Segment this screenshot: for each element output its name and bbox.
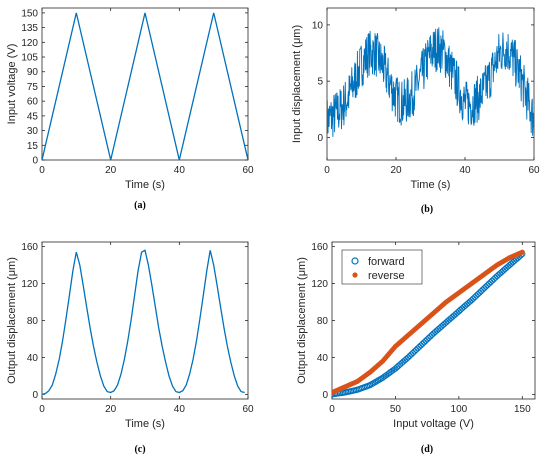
x-axis-label: Input voltage (V) <box>393 418 474 430</box>
series-line <box>42 12 248 160</box>
y-tick-label: 0 <box>32 156 38 167</box>
legend-label: reverse <box>368 270 405 282</box>
x-tick-label: 60 <box>528 165 540 176</box>
legend-label: forward <box>368 256 405 268</box>
x-tick-label: 40 <box>174 165 186 176</box>
y-tick-label: 120 <box>21 38 38 49</box>
x-tick-label: 0 <box>324 165 330 176</box>
y-axis-label: Input voltage (V) <box>6 44 18 125</box>
panel-d: 0 50 100 150 0 40 80 120 160 Input voltage (V) Out… <box>296 241 536 455</box>
y-axis-label: Output displacement (μm) <box>6 257 18 384</box>
y-tick-label: 105 <box>21 53 38 64</box>
y-tick-label: 120 <box>21 279 38 290</box>
y-tick-label: 160 <box>311 242 328 253</box>
y-tick-label: 0 <box>322 390 328 401</box>
x-axis-label: Time (s) <box>125 418 165 430</box>
y-axis-label: Output displacement (μm) <box>296 257 308 384</box>
y-tick-label: 5 <box>317 77 323 88</box>
y-tick-label: 15 <box>27 141 39 152</box>
y-tick-label: 40 <box>317 353 329 364</box>
y-tick-label: 0 <box>32 390 38 401</box>
y-tick-label: 60 <box>27 97 39 108</box>
y-tick-label: 160 <box>21 242 38 253</box>
y-tick-label: 80 <box>317 316 329 327</box>
legend-marker-forward <box>351 257 359 265</box>
y-tick-label: 45 <box>27 111 39 122</box>
panel-c: 0 20 40 60 0 40 80 120 160 Time (s) Output displac… <box>6 241 254 455</box>
plot-area <box>41 241 249 400</box>
x-tick-label: 20 <box>390 165 402 176</box>
y-tick-label: 30 <box>27 126 39 137</box>
y-tick-label: 75 <box>27 82 39 93</box>
plot-area <box>41 7 249 161</box>
series-line <box>42 249 245 396</box>
panel-b: 0 20 40 60 0 5 10 Time (s) Input displacement (μ… <box>291 7 540 215</box>
y-tick-label: 135 <box>21 23 38 34</box>
panel-caption: (a) <box>134 200 146 211</box>
x-tick-label: 60 <box>242 165 254 176</box>
x-tick-label: 100 <box>451 404 468 415</box>
x-tick-label: 0 <box>329 404 335 415</box>
panel-caption: (b) <box>421 204 433 215</box>
data-point-end <box>332 389 335 396</box>
plot-content <box>332 249 526 398</box>
x-tick-label: 20 <box>105 404 117 415</box>
x-axis-label: Time (s) <box>125 179 165 191</box>
x-tick-label: 60 <box>242 404 254 415</box>
panel-caption: (d) <box>421 444 433 455</box>
x-tick-label: 20 <box>105 165 117 176</box>
y-tick-label: 10 <box>312 20 324 31</box>
x-tick-label: 0 <box>39 404 45 415</box>
plot-content <box>327 27 534 145</box>
legend-marker-reverse <box>352 272 358 278</box>
y-tick-label: 120 <box>311 279 328 290</box>
panel-a: 0 20 40 60 0 15 30 45 60 75 90 105 120 135 150 Time (s)… <box>6 7 254 211</box>
y-tick-label: 90 <box>27 67 39 78</box>
legend-box <box>341 249 423 285</box>
x-tick-label: 50 <box>390 404 402 415</box>
y-tick-label: 80 <box>27 316 39 327</box>
y-axis-label: Input displacement (μm) <box>291 25 303 143</box>
y-tick-label: 0 <box>317 133 323 144</box>
plot-content <box>42 12 248 160</box>
x-tick-label: 0 <box>39 165 45 176</box>
x-axis-label: Time (s) <box>411 179 451 191</box>
plot-area <box>326 7 535 161</box>
x-tick-label: 40 <box>174 404 186 415</box>
plot-content <box>42 249 245 396</box>
y-tick-label: 40 <box>27 353 39 364</box>
x-tick-label: 150 <box>514 404 531 415</box>
panel-caption: (c) <box>134 444 145 455</box>
x-tick-label: 40 <box>459 165 471 176</box>
series-line <box>327 27 534 145</box>
y-tick-label: 150 <box>21 8 38 19</box>
